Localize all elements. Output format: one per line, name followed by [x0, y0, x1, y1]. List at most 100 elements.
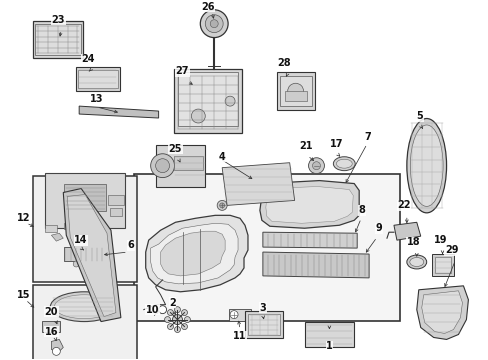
Circle shape — [150, 154, 174, 177]
Bar — [434, 257, 449, 273]
Circle shape — [205, 15, 223, 33]
Circle shape — [70, 197, 77, 204]
Bar — [108, 195, 123, 206]
Circle shape — [308, 158, 324, 174]
Bar — [34, 21, 83, 58]
Ellipse shape — [409, 125, 442, 206]
Circle shape — [181, 310, 187, 316]
Text: 27: 27 — [175, 66, 189, 76]
Text: 21: 21 — [298, 141, 312, 151]
Circle shape — [200, 10, 227, 37]
Text: 24: 24 — [81, 54, 95, 64]
Circle shape — [164, 316, 170, 323]
Circle shape — [155, 159, 169, 173]
Polygon shape — [263, 252, 368, 278]
Ellipse shape — [50, 292, 118, 321]
Bar — [431, 254, 452, 276]
Circle shape — [210, 20, 218, 28]
Text: 15: 15 — [17, 290, 30, 300]
Polygon shape — [263, 232, 356, 248]
Bar — [78, 70, 118, 88]
Polygon shape — [67, 194, 116, 316]
Text: 11: 11 — [233, 332, 246, 342]
Text: 25: 25 — [168, 144, 182, 154]
Bar — [34, 176, 137, 282]
Bar — [64, 223, 74, 229]
Polygon shape — [259, 181, 359, 228]
Bar — [76, 67, 120, 91]
Bar — [276, 72, 314, 110]
Bar — [279, 76, 311, 106]
Bar — [110, 208, 122, 216]
Circle shape — [184, 316, 190, 323]
Text: 10: 10 — [145, 305, 159, 315]
Circle shape — [191, 109, 205, 123]
Polygon shape — [160, 231, 224, 276]
Text: 26: 26 — [201, 2, 215, 12]
Text: 6: 6 — [127, 240, 134, 250]
Bar — [42, 321, 60, 333]
Bar — [64, 247, 104, 261]
Circle shape — [287, 83, 303, 99]
Polygon shape — [222, 163, 294, 206]
Bar — [78, 224, 88, 230]
Bar — [284, 91, 306, 101]
Ellipse shape — [336, 159, 351, 168]
Circle shape — [174, 307, 180, 312]
Polygon shape — [150, 223, 238, 284]
Bar — [244, 311, 282, 338]
Circle shape — [167, 324, 173, 330]
Text: 1: 1 — [325, 341, 332, 351]
Bar — [134, 174, 399, 321]
Circle shape — [312, 162, 320, 170]
Bar — [229, 309, 250, 321]
Text: 28: 28 — [276, 58, 290, 68]
Circle shape — [167, 310, 173, 316]
Ellipse shape — [409, 257, 423, 266]
Circle shape — [66, 193, 80, 207]
Polygon shape — [51, 233, 63, 241]
Bar — [45, 225, 57, 232]
Text: 13: 13 — [90, 94, 103, 104]
Bar — [36, 24, 81, 55]
Text: 22: 22 — [396, 201, 410, 210]
Text: 8: 8 — [358, 205, 365, 215]
Text: 17: 17 — [329, 139, 343, 149]
Ellipse shape — [406, 118, 446, 213]
Text: 5: 5 — [415, 111, 422, 121]
Bar — [173, 156, 203, 170]
Bar — [178, 72, 238, 126]
Bar — [174, 69, 242, 134]
Bar — [155, 145, 205, 186]
Ellipse shape — [333, 157, 354, 171]
Text: 12: 12 — [17, 213, 30, 223]
Text: 4: 4 — [218, 152, 225, 162]
Bar — [34, 285, 137, 360]
Text: 16: 16 — [44, 327, 58, 337]
Circle shape — [73, 261, 79, 267]
Bar — [304, 322, 353, 347]
Circle shape — [172, 315, 182, 325]
Polygon shape — [145, 215, 247, 292]
Text: 18: 18 — [406, 237, 420, 247]
Text: 7: 7 — [364, 132, 371, 142]
Text: 23: 23 — [51, 15, 65, 25]
Text: 3: 3 — [259, 303, 265, 313]
Ellipse shape — [54, 295, 114, 319]
Text: 14: 14 — [74, 235, 88, 245]
Text: 29: 29 — [444, 245, 457, 255]
Text: 2: 2 — [169, 298, 176, 308]
Circle shape — [224, 96, 235, 106]
Polygon shape — [421, 291, 462, 333]
Circle shape — [219, 203, 224, 208]
Circle shape — [52, 347, 60, 355]
Text: 9: 9 — [375, 223, 382, 233]
Bar — [92, 224, 100, 229]
Polygon shape — [79, 106, 158, 118]
Polygon shape — [63, 189, 121, 321]
Polygon shape — [51, 339, 63, 352]
Bar — [247, 314, 279, 336]
Circle shape — [174, 327, 180, 333]
Circle shape — [181, 324, 187, 330]
Circle shape — [230, 311, 238, 319]
